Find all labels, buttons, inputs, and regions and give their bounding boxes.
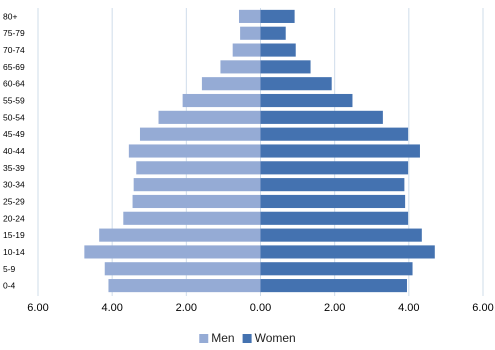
y-tick-label-80plus: 80+ — [3, 11, 17, 21]
x-tick-label-2: 2.00 — [176, 302, 197, 314]
legend-label-women: Women — [255, 331, 296, 345]
bar-women-5-9 — [260, 262, 413, 276]
bar-men-10-14 — [84, 245, 261, 259]
bar-women-25-29 — [260, 194, 406, 209]
y-axis-tick-labels: 0-4 5-9 10-14 15-19 20-24 25-29 30-34 35-39 40-4… — [3, 11, 25, 290]
y-tick-label-15-19: 15-19 — [3, 230, 25, 240]
bar-men-55-59 — [182, 93, 261, 108]
bar-men-50-54 — [158, 110, 261, 124]
bar-men-60-64 — [201, 77, 261, 91]
bar-men-75-79 — [240, 26, 261, 40]
bar-men-65-69 — [220, 60, 261, 74]
bar-men-5-9 — [104, 262, 261, 276]
bar-men-40-44 — [128, 144, 261, 158]
x-tick-label-5: 4.00 — [398, 302, 419, 314]
bars — [84, 9, 435, 293]
y-tick-label-55-59: 55-59 — [3, 96, 25, 106]
y-tick-label-75-79: 75-79 — [3, 28, 25, 38]
bar-women-70-74 — [260, 43, 296, 57]
bar-women-0-4 — [260, 279, 407, 293]
x-axis-tick-labels: 6.00 4.00 2.00 0.00 2.00 4.00 6.00 — [27, 302, 493, 314]
legend-label-men: Men — [211, 331, 234, 345]
bar-men-80plus — [238, 9, 261, 23]
bar-men-30-34 — [133, 178, 261, 192]
y-tick-label-10-14: 10-14 — [3, 247, 25, 257]
bar-men-25-29 — [132, 194, 261, 209]
bar-women-20-24 — [260, 211, 409, 225]
bar-women-45-49 — [260, 127, 409, 141]
y-tick-label-0-4: 0-4 — [3, 281, 16, 291]
bar-women-55-59 — [260, 93, 353, 108]
bar-women-80plus — [260, 9, 295, 23]
bar-men-0-4 — [108, 279, 261, 293]
bar-women-35-39 — [260, 161, 409, 175]
y-tick-label-35-39: 35-39 — [3, 163, 25, 173]
x-tick-label-3: 0.00 — [250, 302, 271, 314]
y-tick-label-50-54: 50-54 — [3, 112, 25, 122]
y-tick-label-20-24: 20-24 — [3, 213, 25, 223]
bar-men-15-19 — [99, 228, 261, 242]
legend: Men Women — [199, 331, 296, 345]
x-tick-label-6: 6.00 — [472, 302, 493, 314]
bar-men-45-49 — [139, 127, 261, 141]
x-tick-label-1: 4.00 — [101, 302, 122, 314]
bar-women-10-14 — [260, 245, 435, 259]
bar-women-30-34 — [260, 178, 405, 192]
legend-swatch-men — [199, 334, 209, 343]
bar-men-20-24 — [123, 211, 261, 225]
x-tick-label-4: 2.00 — [324, 302, 345, 314]
bar-women-60-64 — [260, 77, 332, 91]
y-tick-label-5-9: 5-9 — [3, 264, 16, 274]
bar-women-50-54 — [260, 110, 383, 124]
bar-men-70-74 — [232, 43, 261, 57]
y-tick-label-60-64: 60-64 — [3, 79, 25, 89]
y-tick-label-45-49: 45-49 — [3, 129, 25, 139]
bar-women-65-69 — [260, 60, 311, 74]
bar-men-35-39 — [136, 161, 261, 175]
y-tick-label-70-74: 70-74 — [3, 45, 25, 55]
x-tick-label-0: 6.00 — [27, 302, 48, 314]
y-tick-label-40-44: 40-44 — [3, 146, 25, 156]
y-tick-label-25-29: 25-29 — [3, 196, 25, 206]
y-tick-label-30-34: 30-34 — [3, 180, 25, 190]
bar-women-15-19 — [260, 228, 422, 242]
bar-women-75-79 — [260, 26, 286, 40]
y-tick-label-65-69: 65-69 — [3, 62, 25, 72]
bar-women-40-44 — [260, 144, 420, 158]
legend-swatch-women — [242, 334, 252, 343]
